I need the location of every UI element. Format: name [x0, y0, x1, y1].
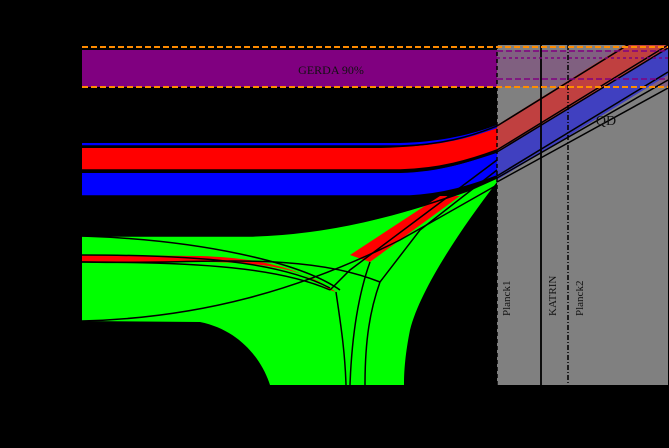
qd-label: QD	[596, 114, 616, 129]
blue-thin-band	[82, 125, 497, 146]
katrin-label: KATRIN	[547, 276, 559, 316]
planck2-label: Planck2	[574, 281, 586, 316]
red-thin-band	[82, 255, 336, 292]
curve-lines	[82, 45, 668, 385]
gerda-band	[82, 50, 497, 87]
planck1-label: Planck1	[501, 281, 513, 316]
blue-diagonal-qd-fill	[497, 48, 668, 180]
inverted-red-band	[82, 128, 497, 170]
gerda-label: GERDA 90%	[298, 63, 364, 77]
inverted-blue-band	[82, 152, 497, 196]
